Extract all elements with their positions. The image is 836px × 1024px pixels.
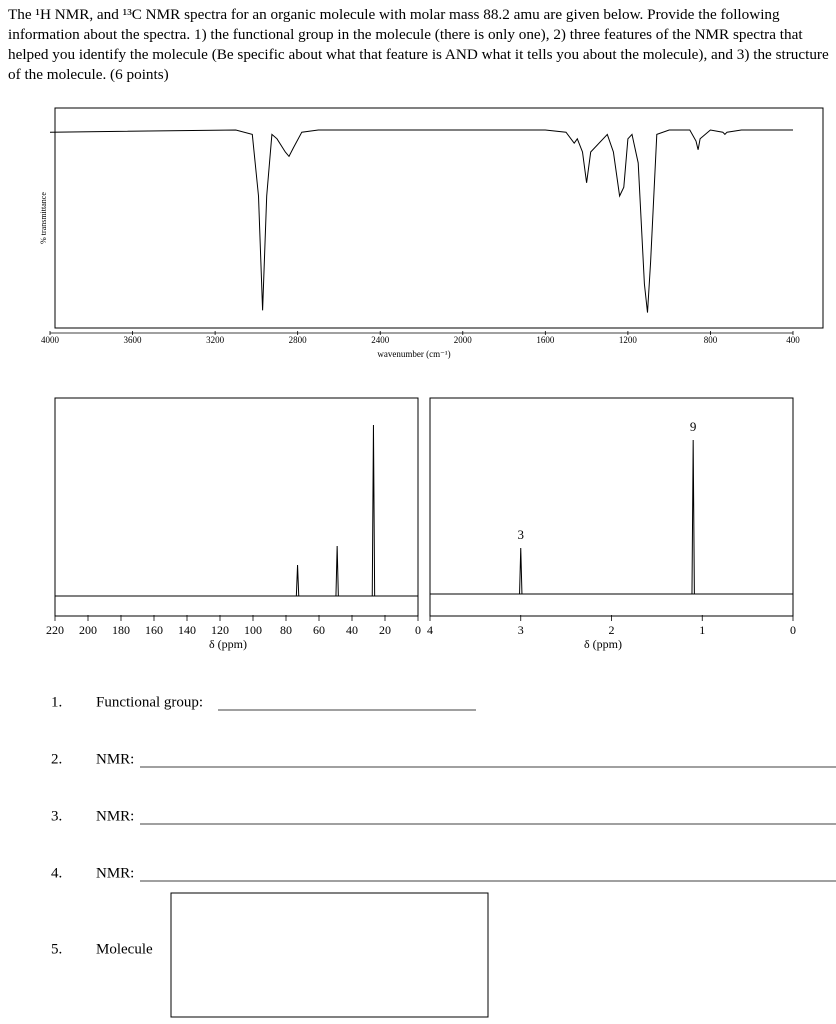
integration-label: 9 (690, 419, 697, 434)
x-axis-label: δ (ppm) (209, 637, 247, 651)
item-number: 2. (51, 751, 62, 767)
item-label: Functional group: (96, 694, 203, 710)
x-tick-label: 40 (346, 623, 358, 637)
x-tick-label: 2800 (289, 335, 308, 345)
x-tick-label: 0 (790, 623, 796, 637)
plot-frame (54, 107, 824, 329)
ir-trace (49, 129, 793, 313)
x-tick-label: 220 (46, 623, 64, 637)
item-label: NMR: (96, 808, 134, 824)
item-number: 5. (51, 941, 62, 957)
answer-box (170, 892, 489, 1018)
item-number: 3. (51, 808, 62, 824)
x-tick-label: 800 (704, 335, 718, 345)
x-tick-label: 80 (280, 623, 292, 637)
x-tick-label: 1600 (536, 335, 555, 345)
x-tick-label: 1200 (619, 335, 638, 345)
x-axis-label: δ (ppm) (584, 637, 622, 651)
peak (371, 424, 376, 597)
integration-label: 3 (518, 527, 525, 542)
plot-frame (54, 397, 419, 617)
x-tick-label: 20 (379, 623, 391, 637)
x-tick-label: 4 (427, 623, 433, 637)
item-number: 1. (51, 694, 62, 710)
item-label: Molecule (96, 941, 153, 957)
peak (691, 439, 695, 595)
x-tick-label: 400 (786, 335, 800, 345)
peak (295, 564, 300, 597)
plot-frame (429, 397, 794, 617)
x-tick-label: 120 (211, 623, 229, 637)
x-tick-label: 2 (609, 623, 615, 637)
x-tick-label: 2400 (371, 335, 390, 345)
item-label: NMR: (96, 751, 134, 767)
x-tick-label: 3200 (206, 335, 225, 345)
x-tick-label: 4000 (41, 335, 60, 345)
peak (335, 545, 339, 597)
x-tick-label: 160 (145, 623, 163, 637)
x-axis-label: wavenumber (cm⁻¹) (377, 349, 450, 359)
x-tick-label: 60 (313, 623, 325, 637)
item-number: 4. (51, 865, 62, 881)
x-tick-label: 3600 (124, 335, 143, 345)
y-axis-label: % transmittance (39, 192, 48, 244)
x-tick-label: 0 (415, 623, 421, 637)
peak (519, 547, 523, 595)
x-tick-label: 140 (178, 623, 196, 637)
x-tick-label: 200 (79, 623, 97, 637)
x-tick-label: 2000 (454, 335, 473, 345)
x-tick-label: 3 (518, 623, 524, 637)
x-tick-label: 1 (699, 623, 705, 637)
x-tick-label: 180 (112, 623, 130, 637)
x-tick-label: 100 (244, 623, 262, 637)
item-label: NMR: (96, 865, 134, 881)
question: The ¹H NMR, and ¹³C NMR spectra for an o… (8, 6, 829, 83)
